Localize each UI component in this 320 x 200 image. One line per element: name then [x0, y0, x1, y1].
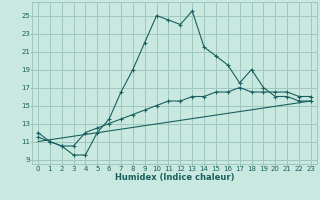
X-axis label: Humidex (Indice chaleur): Humidex (Indice chaleur): [115, 173, 234, 182]
